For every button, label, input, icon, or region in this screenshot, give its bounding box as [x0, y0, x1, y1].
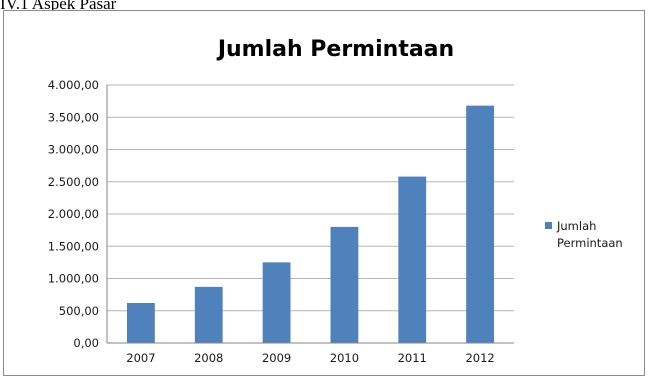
document-heading: IV.1 Aspek Pasar — [0, 0, 117, 13]
y-tick-label: 500,00 — [59, 304, 99, 318]
legend-label: Permintaan — [557, 236, 623, 250]
legend-swatch — [545, 222, 552, 229]
y-tick-label: 4.000,00 — [48, 78, 99, 92]
y-tick-label: 1.500,00 — [48, 239, 99, 253]
chart-container: Jumlah Permintaan 0,00 500,00 1.000,00 1.50… — [3, 10, 645, 376]
axes — [106, 85, 514, 344]
y-tick-label: 3.500,00 — [48, 110, 99, 124]
x-tick-label: 2008 — [194, 351, 223, 365]
bar-series — [127, 105, 494, 343]
x-tick-label: 2010 — [330, 351, 359, 365]
chart-title: Jumlah Permintaan — [216, 37, 454, 62]
y-tick-label: 2.000,00 — [48, 207, 99, 221]
legend: Jumlah Permintaan — [545, 219, 623, 250]
bar-2007 — [127, 303, 155, 343]
legend-label: Jumlah — [556, 219, 596, 233]
y-axis-tick-labels: 0,00 500,00 1.000,00 1.500,00 2.000,00 2.500,… — [48, 78, 99, 350]
y-tick-label: 0,00 — [73, 336, 99, 350]
gridlines — [107, 84, 514, 312]
x-tick-label: 2012 — [465, 351, 494, 365]
bar-2008 — [194, 286, 223, 343]
bar-2010 — [330, 226, 359, 343]
chart-canvas: Jumlah Permintaan 0,00 500,00 1.000,00 1.50… — [48, 37, 623, 365]
bar-2011 — [398, 176, 427, 343]
x-tick-label: 2009 — [262, 351, 291, 365]
y-tick-label: 3.000,00 — [48, 143, 99, 157]
y-tick-label: 1.000,00 — [48, 272, 99, 286]
x-tick-label: 2011 — [398, 351, 427, 365]
bar-2012 — [466, 105, 494, 343]
x-tick-label: 2007 — [126, 351, 155, 365]
x-axis-tick-labels: 2007 2008 2009 2010 2011 2012 — [126, 351, 494, 365]
bar-2009 — [262, 262, 291, 343]
y-tick-label: 2.500,00 — [48, 175, 99, 189]
